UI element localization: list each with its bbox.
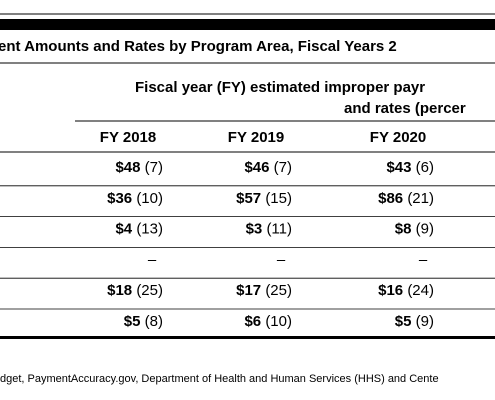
rate: (11) <box>266 221 292 238</box>
column-header: FY 2018 <box>100 129 156 146</box>
amount: $4 <box>115 221 132 238</box>
rate: (25) <box>265 282 292 299</box>
rate: (10) <box>136 190 163 207</box>
cell: – <box>419 251 428 268</box>
amount: $48 <box>115 159 140 176</box>
cell: $8 (9) <box>395 221 434 238</box>
cell: – <box>148 251 157 268</box>
amount: $8 <box>395 221 412 238</box>
cell: $46 (7) <box>244 159 292 176</box>
amount: $36 <box>107 190 132 207</box>
rate: (25) <box>136 282 163 299</box>
cell: $4 (13) <box>115 221 163 238</box>
group-header: Fiscal year (FY) estimated improper payr <box>135 79 425 96</box>
cell: $86 (21) <box>378 190 434 207</box>
cell: $36 (10) <box>107 190 163 207</box>
amount: $6 <box>244 313 261 330</box>
cell: – <box>277 251 286 268</box>
amount: $18 <box>107 282 132 299</box>
amount: $5 <box>395 313 412 330</box>
rate: (6) <box>416 159 434 176</box>
rate: (13) <box>136 221 163 238</box>
cell: $18 (25) <box>107 282 163 299</box>
column-header: FY 2020 <box>370 129 426 146</box>
rate: (15) <box>265 190 292 207</box>
cell: $48 (7) <box>115 159 163 176</box>
rate: (7) <box>274 159 292 176</box>
table-body: FY 2018 FY 2019 FY 2020$48 (7) $46 (7) $43 (… <box>0 129 495 330</box>
rate: (21) <box>407 190 434 207</box>
title: ent Amounts and Rates by Program Area, F… <box>0 38 397 55</box>
bottom-rule <box>0 336 495 339</box>
cell: $6 (10) <box>244 313 292 330</box>
amount: $17 <box>236 282 261 299</box>
amount: $57 <box>236 190 261 207</box>
amount: $3 <box>246 221 263 238</box>
amount: $16 <box>378 282 403 299</box>
amount: $86 <box>378 190 403 207</box>
cell: $57 (15) <box>236 190 292 207</box>
cell: $43 (6) <box>386 159 434 176</box>
rate: (9) <box>416 221 434 238</box>
rate: (10) <box>265 313 292 330</box>
cell: $5 (9) <box>395 313 434 330</box>
amount: $46 <box>244 159 269 176</box>
top-bar <box>0 19 495 30</box>
rate: (7) <box>145 159 163 176</box>
amount: $43 <box>386 159 411 176</box>
column-header: FY 2019 <box>228 129 284 146</box>
amount: $5 <box>124 313 141 330</box>
source-note: dget, PaymentAccuracy.gov, Department of… <box>0 373 439 385</box>
group-header: and rates (percer <box>344 100 466 117</box>
cell: $3 (11) <box>246 221 292 238</box>
cell: $17 (25) <box>236 282 292 299</box>
cell: $5 (8) <box>124 313 163 330</box>
rate: (8) <box>145 313 163 330</box>
rate: (24) <box>407 282 434 299</box>
rate: (9) <box>416 313 434 330</box>
cell: $16 (24) <box>378 282 434 299</box>
